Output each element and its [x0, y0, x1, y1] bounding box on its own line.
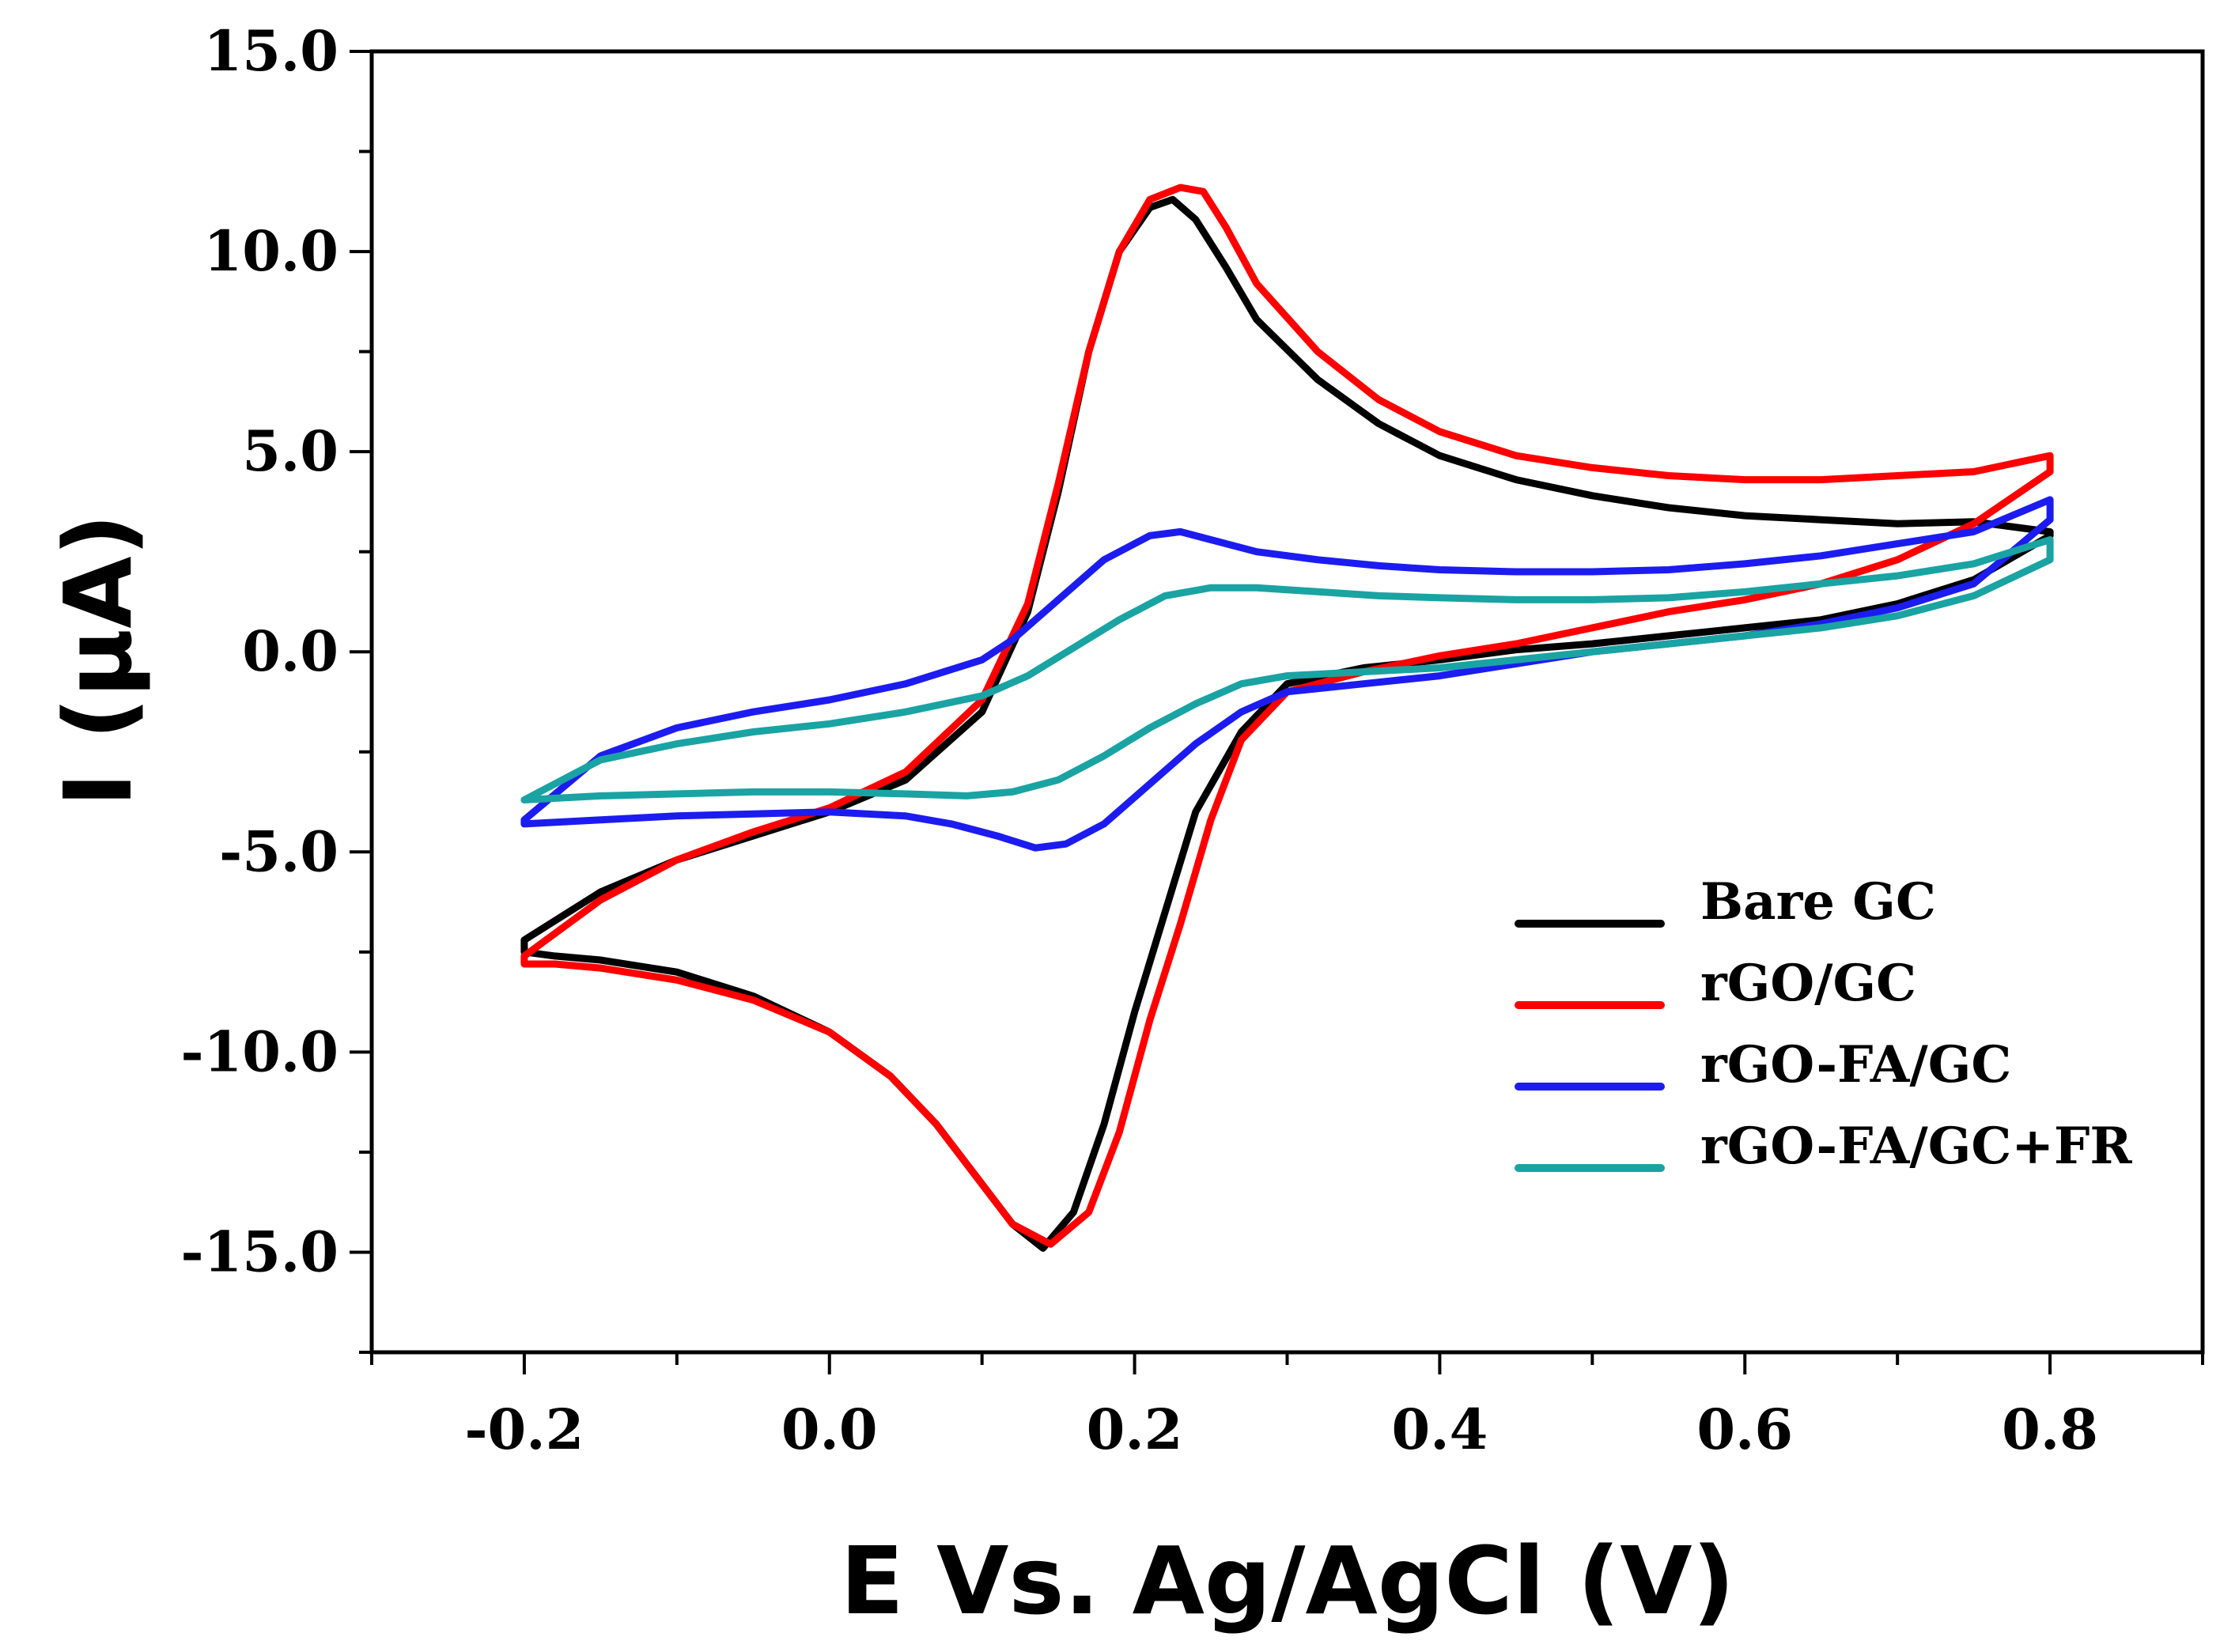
x-tick-label: 0.4 [1392, 1397, 1488, 1462]
y-tick-label: -15.0 [180, 1219, 338, 1284]
y-axis-ticks: 15.0 10.0 5.0 0.0 -5.0 -10.0 -15.0 [180, 18, 372, 1354]
x-tick-label: 0.8 [2002, 1397, 2098, 1462]
y-tick-label: -5.0 [219, 818, 338, 884]
y-tick-label: -10.0 [180, 1019, 338, 1084]
x-tick-label: -0.2 [464, 1397, 584, 1462]
series-layer [520, 183, 2054, 1252]
x-axis-title: E Vs. Ag/AgCl (V) [840, 1526, 1734, 1635]
y-tick-label: 5.0 [242, 418, 338, 484]
series-line-rgo-gc [520, 183, 2054, 1248]
y-tick-label: 15.0 [204, 18, 339, 84]
y-axis-title: I (μA) [43, 514, 153, 807]
x-tick-label: 0.0 [781, 1397, 878, 1462]
legend-label: rGO-FA/GC+FR [1700, 1117, 2132, 1176]
x-tick-label: 0.2 [1087, 1397, 1183, 1462]
y-tick-label: 10.0 [204, 218, 339, 284]
series-line-rgo-fa-gc-fr [520, 536, 2054, 803]
legend-label: Bare GC [1700, 872, 1936, 932]
y-tick-label: 0.0 [242, 618, 338, 684]
legend-label: rGO-FA/GC [1700, 1035, 2011, 1094]
legend: Bare GC rGO/GC rGO-FA/GC rGO-FA/GC+FR [1515, 872, 2132, 1176]
x-axis-ticks: -0.2 0.0 0.2 0.4 0.6 0.8 [370, 1352, 2204, 1462]
x-tick-label: 0.6 [1696, 1397, 1793, 1462]
series-line-rgo-fa-gc [520, 496, 2054, 852]
legend-label: rGO/GC [1700, 954, 1916, 1013]
